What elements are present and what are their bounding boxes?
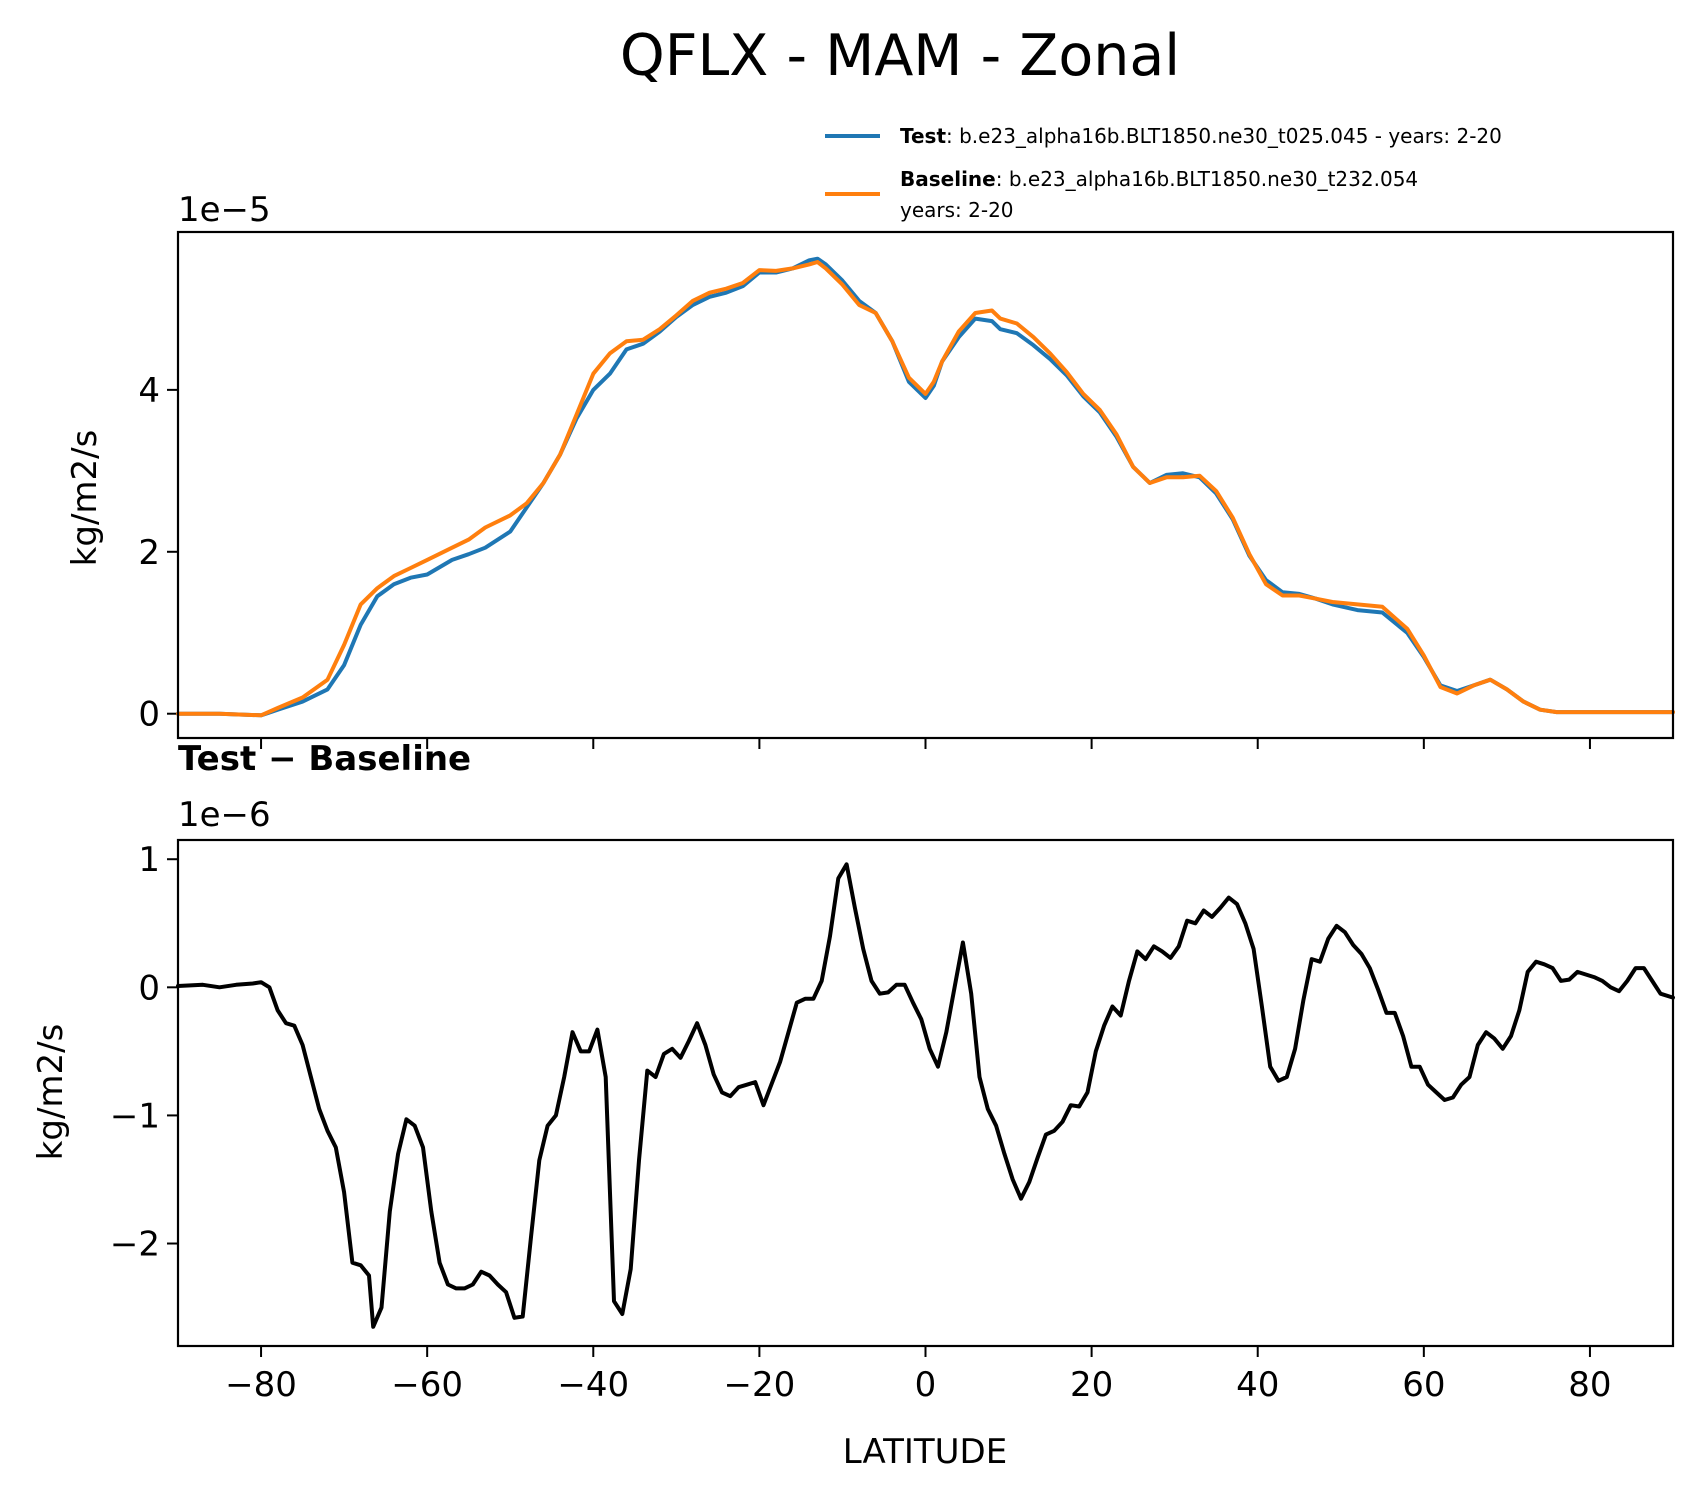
bottom-panel-title: Test − Baseline (178, 739, 471, 779)
bottom-ylabel: kg/m2/s (31, 1024, 71, 1161)
figure-title: QFLX - MAM - Zonal (620, 23, 1180, 89)
top-ytick-label: 0 (138, 695, 160, 735)
top-panel: 1e−5 kg/m2/s 0 2 4 (65, 190, 1675, 749)
bottom-xtick-label: −60 (391, 1365, 463, 1405)
bottom-ytick-label: −2 (110, 1225, 160, 1265)
legend-baseline-name: Baseline (900, 167, 996, 191)
bottom-panel: Test − Baseline 1e−6 kg/m2/s −2 −1 0 1 −80 −6… (31, 739, 1675, 1472)
top-ytick-label: 2 (138, 533, 160, 573)
x-axis-label: LATITUDE (843, 1432, 1007, 1472)
bottom-xtick-label: −40 (557, 1365, 629, 1405)
bottom-xtick-label: 80 (1568, 1365, 1611, 1405)
top-offset-label: 1e−5 (178, 190, 271, 230)
bottom-xtick-label: 40 (1236, 1365, 1279, 1405)
legend-test-desc: : b.e23_alpha16b.BLT1850.ne30_t025.045 -… (946, 124, 1502, 148)
legend-test-name: Test (900, 124, 946, 148)
top-lines (176, 256, 1675, 718)
legend: Test: b.e23_alpha16b.BLT1850.ne30_t025.0… (825, 124, 1502, 222)
top-ticks: 0 2 4 (138, 371, 1591, 749)
bottom-ytick-label: −1 (110, 1096, 160, 1136)
top-plot-frame (176, 230, 1675, 740)
legend-baseline-desc: : b.e23_alpha16b.BLT1850.ne30_t232.054 (996, 167, 1418, 191)
bottom-lines (176, 862, 1675, 1329)
difference-line (176, 862, 1675, 1329)
bottom-plot-frame (176, 838, 1675, 1348)
bottom-xtick-label: −80 (225, 1365, 297, 1405)
bottom-offset-label: 1e−6 (178, 795, 271, 835)
bottom-ytick-label: 0 (138, 968, 160, 1008)
bottom-ticks: −2 −1 0 1 −80 −60 −40 −20 0 20 40 60 80 (110, 840, 1612, 1405)
bottom-ytick-label: 1 (138, 840, 160, 880)
bottom-xtick-label: 60 (1402, 1365, 1445, 1405)
legend-baseline-label: Baseline: b.e23_alpha16b.BLT1850.ne30_t2… (900, 167, 1418, 191)
top-ytick-label: 4 (138, 371, 160, 411)
top-ylabel: kg/m2/s (65, 430, 105, 567)
bottom-xtick-label: −20 (724, 1365, 796, 1405)
series-line-baseline (176, 260, 1675, 718)
legend-test-label: Test: b.e23_alpha16b.BLT1850.ne30_t025.0… (900, 124, 1502, 148)
bottom-xtick-label: 0 (915, 1365, 937, 1405)
bottom-xtick-label: 20 (1070, 1365, 1113, 1405)
legend-baseline-years: years: 2-20 (900, 198, 1014, 222)
series-line-test (176, 256, 1675, 718)
